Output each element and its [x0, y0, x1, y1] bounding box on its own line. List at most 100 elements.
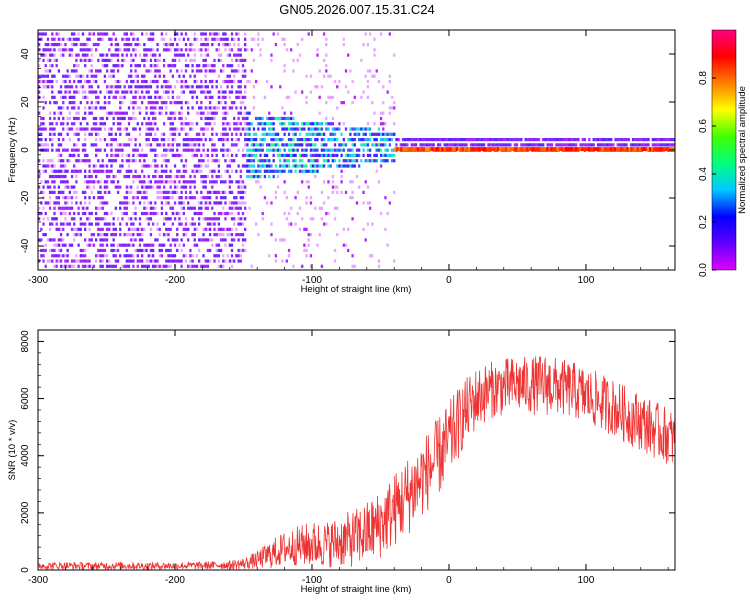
spectrogram-cell: [84, 169, 87, 173]
spectrogram-cell: [204, 164, 207, 168]
spectrogram-cell: [48, 85, 52, 89]
spectrogram-cell: [250, 143, 253, 147]
spectrogram-cell: [97, 169, 100, 173]
spectrogram-cell: [81, 222, 85, 226]
spectrogram-cell: [184, 217, 188, 221]
spectrogram-cell: [331, 174, 335, 179]
spectrogram-cell: [94, 132, 98, 136]
spectrogram-cell: [200, 42, 203, 47]
spectrogram-cell: [217, 190, 221, 194]
spectrogram-cell: [382, 138, 385, 142]
spectrogram-cell: [500, 143, 503, 147]
spectrogram-cell: [213, 32, 216, 36]
spectrogram-cell: [187, 106, 190, 110]
spectrogram-cell: [261, 217, 264, 221]
spectrogram-cell: [388, 153, 391, 158]
spectrogram-cell: [38, 211, 41, 216]
spectrogram-cell: [202, 180, 205, 184]
spectrogram-cell: [116, 190, 120, 194]
spectrogram-cell: [103, 180, 107, 184]
spectrogram-cell: [309, 196, 313, 200]
spectrogram-cell: [114, 227, 118, 231]
snr-x-tick-label: -100: [302, 575, 322, 586]
spectrogram-cell: [51, 174, 54, 179]
spectrogram-cell: [112, 111, 115, 115]
spectrogram-cell: [162, 64, 166, 68]
spectrogram-cell: [59, 42, 63, 47]
spectrogram-cell: [173, 180, 177, 184]
spectrogram-cell: [75, 143, 78, 147]
spectrogram-cell: [75, 201, 78, 205]
spectrogram-cell: [112, 138, 115, 142]
spectrogram-cell: [200, 190, 203, 194]
spectrogram-cell: [94, 254, 98, 258]
spectrogram-cell: [244, 106, 247, 110]
spectrogram-cell: [149, 64, 153, 68]
spectrogram-cell: [154, 164, 157, 168]
spectrogram-cell: [364, 127, 367, 131]
spectrogram-cell: [233, 53, 236, 57]
spectrogram-signal-cell: [614, 147, 617, 152]
spectrogram-cell: [208, 122, 212, 126]
spectrogram-cell: [48, 111, 52, 115]
spectrogram-cell: [154, 180, 157, 184]
spectrogram-cell: [353, 138, 356, 142]
spectrogram-cell: [244, 32, 247, 36]
spectrogram-cell: [509, 143, 512, 147]
spectrogram-cell: [268, 143, 271, 147]
spectrogram-cell: [94, 90, 98, 94]
spectrogram-cell: [614, 138, 617, 142]
spectrogram-cell: [235, 233, 238, 237]
spectrogram-cell: [51, 259, 54, 263]
spectrogram-cell: [143, 180, 146, 184]
spectrogram-cell: [99, 201, 102, 205]
spectrogram-cell: [81, 74, 85, 78]
spectrogram-cell: [73, 264, 76, 268]
spectrogram-cell: [294, 148, 297, 152]
spectrogram-cell: [46, 238, 50, 242]
spectrogram-signal-cell: [519, 147, 522, 152]
spectrogram-cell: [287, 159, 291, 163]
spectrogram-cell: [151, 259, 155, 263]
spectrogram-cell: [382, 101, 385, 105]
spectrogram-cell: [219, 264, 223, 268]
spectrogram-cell: [281, 127, 284, 131]
spectrogram-cell: [340, 148, 343, 152]
spectrogram-cell: [55, 264, 58, 268]
spectrogram-cell: [173, 58, 177, 62]
spectrogram-cell: [94, 101, 98, 105]
spectrogram-cell: [171, 180, 175, 184]
spectrogram-cell: [195, 69, 199, 73]
spectrogram-cell: [182, 206, 185, 210]
spectrogram-cell: [281, 106, 284, 110]
spectrogram-cell: [259, 185, 262, 189]
spectrogram-cell: [270, 143, 273, 147]
spectrogram-cell: [173, 37, 177, 41]
spectrogram-signal-cell: [527, 147, 531, 152]
spectrogram-cell: [171, 148, 175, 152]
spectrogram-cell: [154, 169, 157, 173]
spectrogram-cell: [283, 148, 286, 152]
spectrogram-cell: [145, 243, 148, 247]
spectrogram-cell: [233, 116, 236, 121]
spectrogram-cell: [318, 95, 321, 99]
spectrogram-cell: [202, 264, 205, 268]
spectrogram-signal-cell: [564, 147, 568, 152]
spectrogram-cell: [119, 48, 122, 52]
spectrogram-cell: [156, 264, 159, 268]
spectrogram-cell: [362, 143, 365, 147]
spectrogram-cell: [550, 143, 554, 147]
spectrogram-cell: [160, 101, 164, 105]
spectrogram-cell: [46, 37, 50, 41]
spectrogram-cell: [40, 238, 43, 242]
spectrogram-cell: [281, 259, 284, 263]
spectrogram-cell: [355, 153, 359, 158]
spectrogram-cell: [298, 138, 302, 142]
spectrogram-cell: [116, 58, 120, 62]
spectrogram-cell: [130, 190, 133, 194]
spectrogram-cell: [40, 211, 43, 216]
spectrogram-cell: [386, 211, 389, 216]
spectrogram-cell: [248, 122, 251, 126]
spectrogram-cell: [44, 79, 47, 84]
spectrogram-cell: [130, 101, 133, 105]
